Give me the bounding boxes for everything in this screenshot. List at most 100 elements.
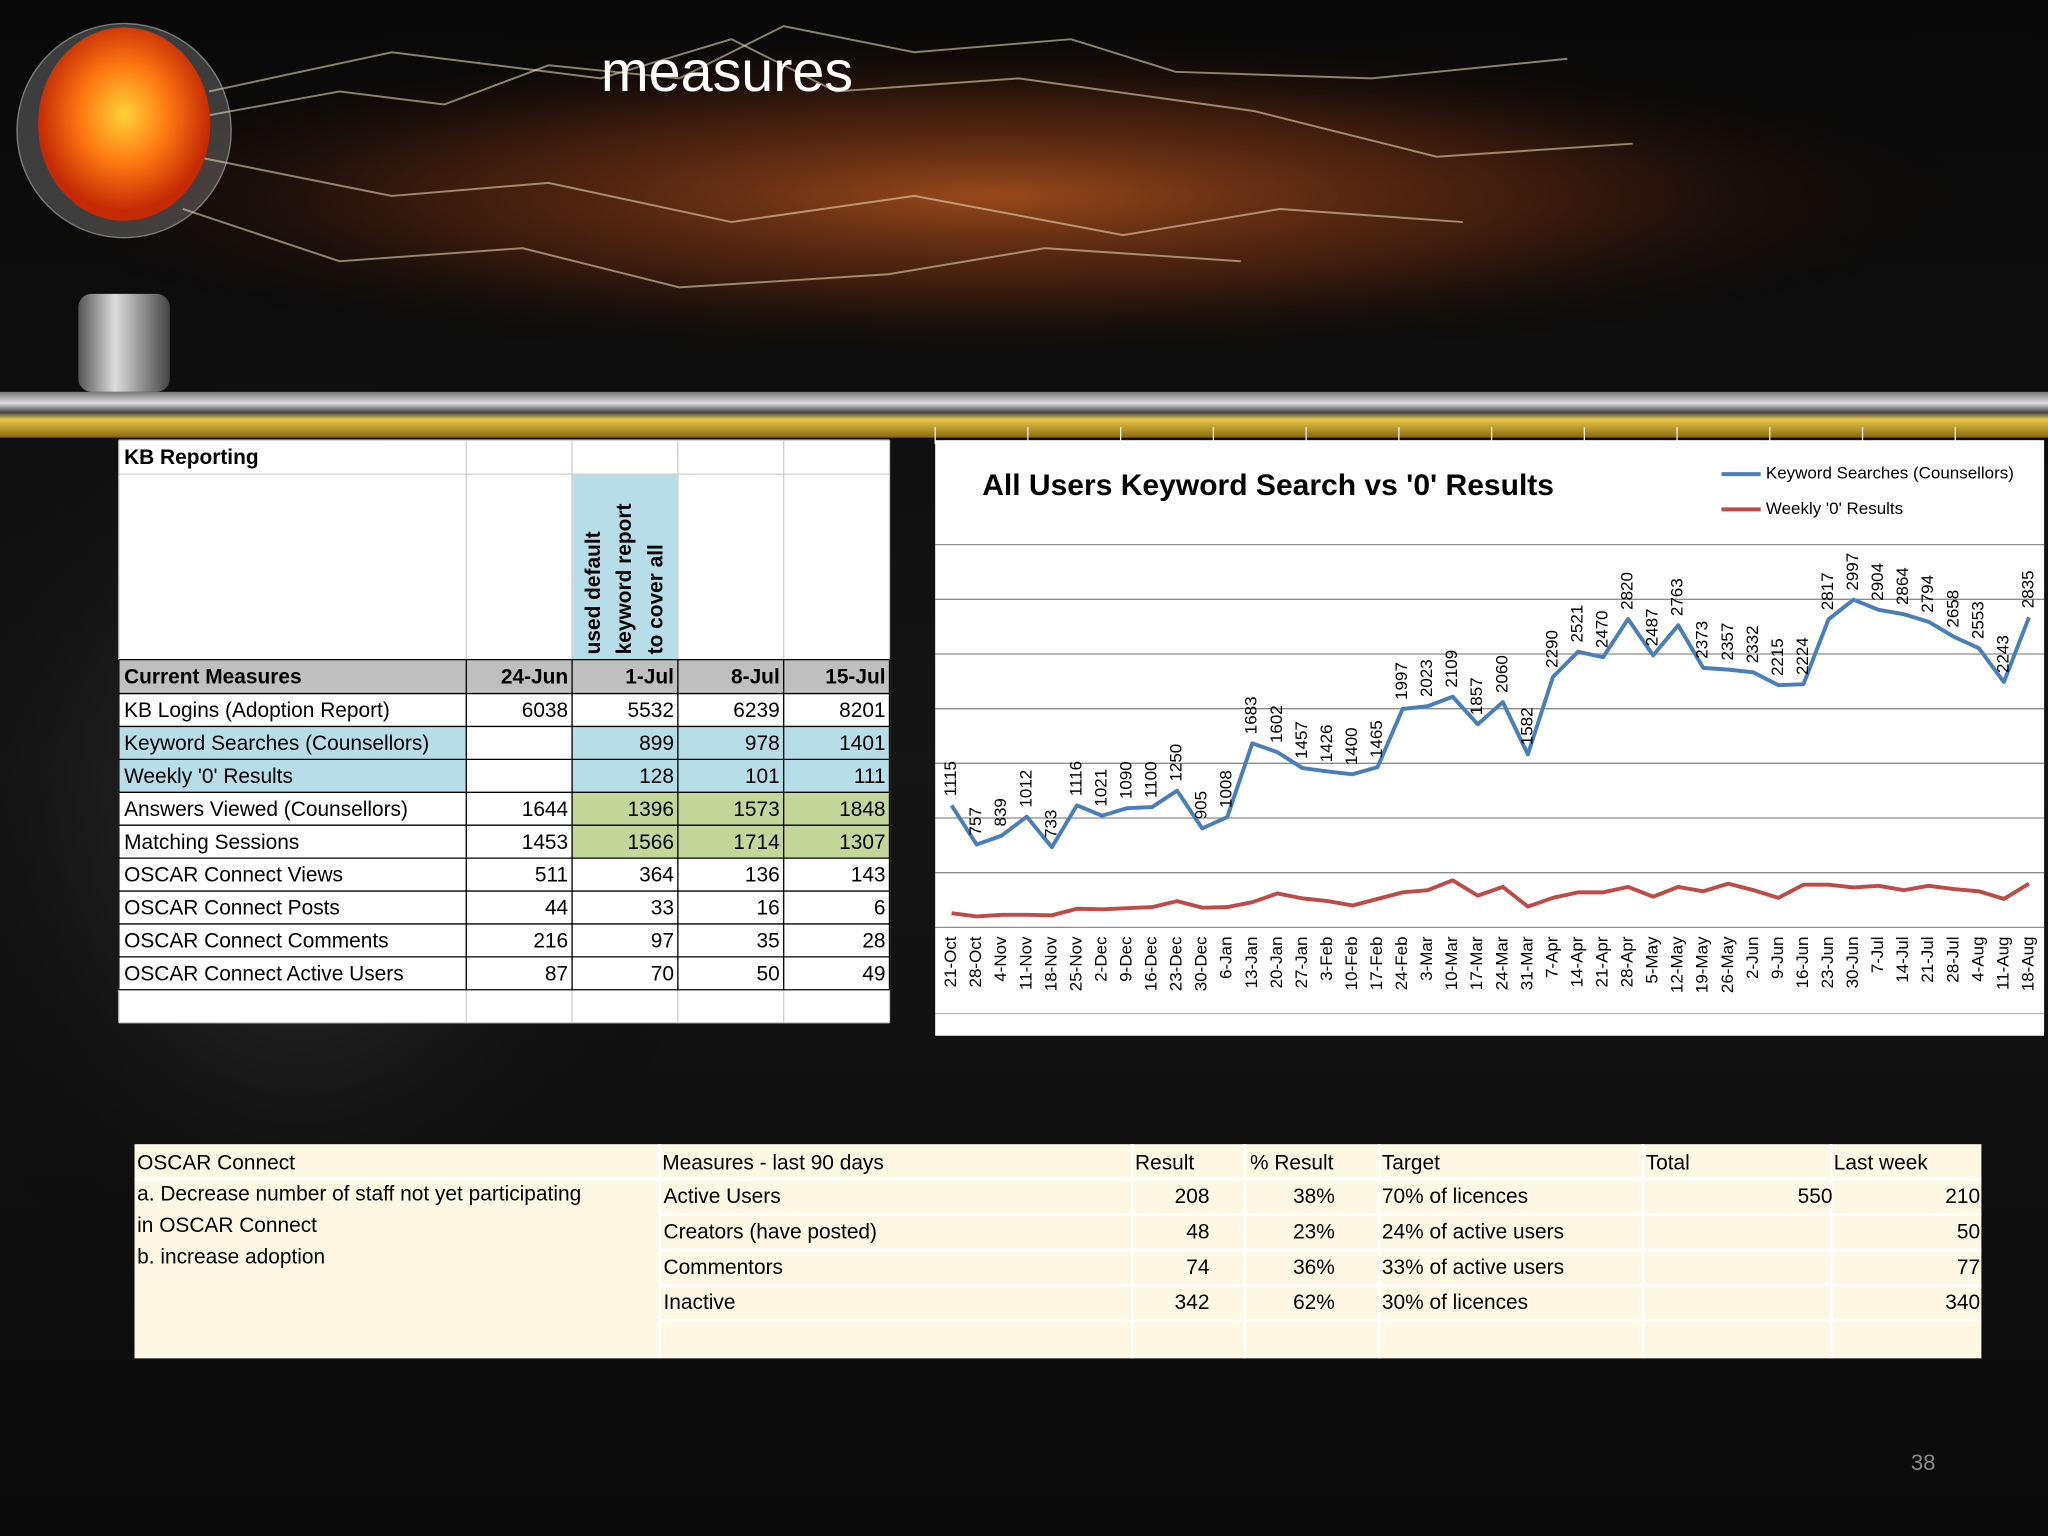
data-label: 2817: [1818, 572, 1837, 610]
table-cell: 1714: [733, 831, 779, 854]
x-tick-label: 11-Aug: [1993, 936, 2012, 989]
table-cell: 74: [1186, 1256, 1209, 1279]
x-tick-label: 14-Jul: [1893, 936, 1912, 982]
data-label: 2864: [1893, 567, 1912, 605]
table-cell: 70: [651, 962, 674, 985]
table-cell: 35: [757, 930, 780, 953]
data-label: 2470: [1593, 610, 1612, 648]
gold-bar: [0, 391, 2048, 438]
table-cell: 136: [745, 864, 780, 887]
data-label: 2332: [1743, 625, 1762, 663]
bulb-brain: [37, 27, 211, 221]
table-cell: 364: [639, 864, 674, 887]
x-tick-label: 3-Mar: [1417, 936, 1436, 981]
x-tick-label: 23-Dec: [1167, 936, 1186, 991]
table-cell: 1573: [733, 798, 779, 821]
data-label: 733: [1041, 810, 1060, 838]
table-cell: OSCAR Connect Active Users: [124, 962, 404, 985]
table-cell: Weekly '0' Results: [124, 765, 293, 788]
table-cell: 1401: [839, 732, 885, 755]
x-tick-label: 6-Jan: [1217, 936, 1236, 978]
data-label: 2521: [1567, 605, 1586, 643]
table-cell: 216: [533, 930, 568, 953]
description: a. Decrease number of staff not yet part…: [137, 1183, 581, 1206]
header-cell: OSCAR Connect: [137, 1151, 295, 1174]
table-cell: 6038: [522, 699, 568, 722]
x-tick-label: 10-Mar: [1442, 936, 1461, 990]
x-tick-label: 17-Mar: [1467, 936, 1486, 990]
x-tick-label: 24-Feb: [1392, 936, 1411, 990]
x-tick-label: 4-Aug: [1968, 936, 1987, 981]
table-cell: Answers Viewed (Counsellors): [124, 798, 408, 821]
data-label: 839: [991, 798, 1010, 826]
table-cell: 101: [745, 765, 780, 788]
row-highlight: [572, 759, 890, 793]
data-label: 2243: [1993, 635, 2012, 673]
header-cell: Last week: [1834, 1151, 1929, 1174]
table-cell: 6239: [733, 699, 779, 722]
x-tick-label: 25-Nov: [1066, 936, 1085, 991]
data-label: 2373: [1693, 621, 1712, 659]
legend-label: Keyword Searches (Counsellors): [1766, 464, 2014, 483]
data-label: 2023: [1417, 659, 1436, 697]
table-cell: 111: [854, 765, 886, 788]
x-tick-label: 21-Apr: [1593, 936, 1612, 987]
lightning: [182, 25, 1633, 289]
table-cell: 8201: [839, 699, 885, 722]
x-tick-label: 3-Feb: [1317, 936, 1336, 980]
table-cell: 36%: [1293, 1256, 1335, 1279]
x-tick-label: 16-Jun: [1793, 936, 1812, 988]
x-tick-label: 12-May: [1668, 936, 1687, 993]
table-cell: 6: [874, 897, 886, 920]
table-cell: 30% of licences: [1382, 1291, 1528, 1314]
slide-title: measures: [601, 40, 853, 104]
table-cell: Matching Sessions: [124, 831, 299, 854]
table-cell: 1307: [839, 831, 885, 854]
table-cell: 128: [639, 765, 674, 788]
header-cell: Measures - last 90 days: [662, 1151, 884, 1174]
table-cell: 1644: [522, 798, 568, 821]
glow: [0, 26, 2012, 366]
header-cell: Target: [1382, 1151, 1440, 1174]
header-row: [118, 659, 890, 694]
table-cell: 210: [1945, 1185, 1980, 1208]
table-cell: 340: [1945, 1291, 1980, 1314]
data-label: 1090: [1116, 761, 1135, 799]
note-text: to cover all: [644, 544, 667, 654]
x-tick-label: 5-May: [1643, 936, 1662, 984]
data-label: 2290: [1542, 630, 1561, 668]
data-label: 2357: [1718, 623, 1737, 661]
table-cell: 24% of active users: [1382, 1220, 1564, 1243]
data-label: 1426: [1317, 725, 1336, 763]
x-tick-label: 23-Jun: [1818, 936, 1837, 988]
x-tick-label: 28-Oct: [966, 936, 985, 987]
x-tick-label: 13-Jan: [1242, 936, 1261, 988]
data-label: 2820: [1618, 572, 1637, 610]
data-label: 2997: [1843, 553, 1862, 591]
x-tick-label: 21-Oct: [941, 936, 960, 987]
table-cell: 550: [1798, 1185, 1833, 1208]
bulb-base: [78, 293, 170, 392]
data-label: 2794: [1918, 575, 1937, 613]
row-highlight: [118, 726, 467, 760]
table-cell: 70% of licences: [1382, 1185, 1528, 1208]
table-cell: KB Logins (Adoption Report): [124, 699, 390, 722]
data-label: 1683: [1242, 696, 1261, 734]
data-label: 1465: [1367, 720, 1386, 758]
x-tick-label: 17-Feb: [1367, 936, 1386, 990]
header-cell: Current Measures: [124, 665, 302, 688]
table-cell: 87: [545, 962, 568, 985]
x-tick-label: 11-Nov: [1016, 936, 1035, 990]
x-tick-label: 21-Jul: [1918, 936, 1937, 982]
table-cell: 77: [1957, 1256, 1980, 1279]
x-tick-label: 4-Nov: [991, 936, 1010, 982]
table-cell: 50: [1957, 1220, 1980, 1243]
data-label: 1602: [1267, 705, 1286, 743]
legend-label: Weekly '0' Results: [1766, 499, 1903, 518]
table-cell: 1396: [628, 798, 674, 821]
x-tick-label: 30-Dec: [1192, 936, 1211, 991]
data-label: 757: [966, 807, 985, 835]
table-cell: 62%: [1293, 1291, 1335, 1314]
header-cell: 24-Jun: [501, 665, 568, 688]
